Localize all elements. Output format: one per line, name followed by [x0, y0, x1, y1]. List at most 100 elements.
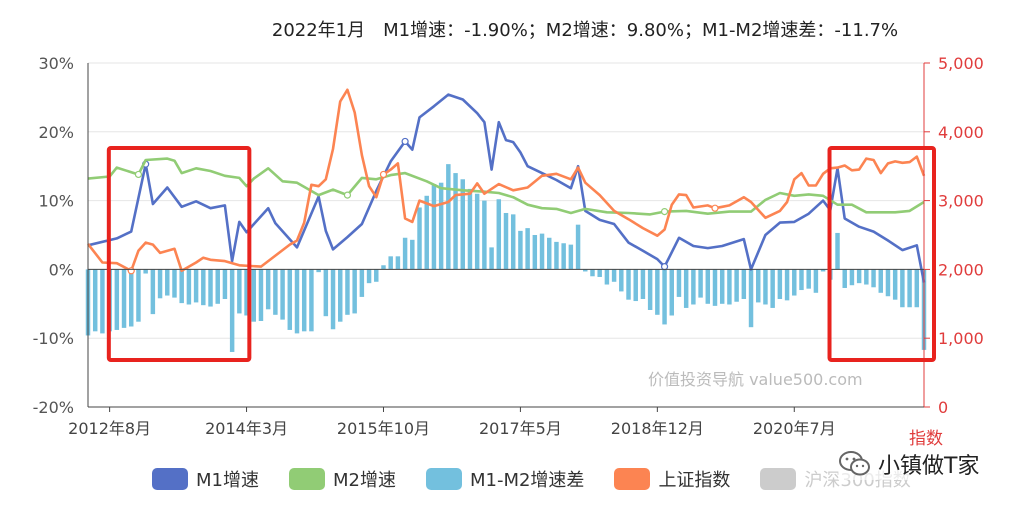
diff-bar	[366, 269, 372, 284]
diff-bar	[885, 269, 891, 297]
x-tick-label: 2018年12月	[611, 419, 704, 438]
diff-bar	[265, 269, 271, 310]
diff-bar	[100, 269, 105, 334]
diff-bar	[496, 199, 502, 270]
diff-bar	[143, 269, 148, 274]
diff-bar	[554, 241, 559, 270]
legend-label: M2增速	[332, 470, 396, 491]
series-point-marker	[660, 263, 669, 271]
diff-bar	[301, 269, 307, 332]
diff-bar	[842, 269, 847, 288]
diff-bar	[734, 269, 739, 302]
diff-bar	[676, 269, 682, 297]
diff-bar	[813, 269, 819, 293]
diff-bar	[208, 269, 213, 307]
diff-bar	[114, 269, 120, 330]
diff-bar	[92, 269, 98, 332]
y-right-tick-label: 2,000	[938, 260, 984, 279]
m1-line	[87, 93, 926, 283]
diff-bar	[691, 269, 696, 305]
diff-bar	[381, 265, 386, 270]
legend-item-m1[interactable]: M1增速	[152, 466, 259, 492]
diff-bar	[316, 269, 321, 273]
highlight-box	[106, 146, 252, 362]
diff-bar	[424, 195, 429, 270]
brand-watermark: 小镇做T家	[838, 448, 980, 480]
diff-bar	[849, 269, 855, 286]
diff-bar	[777, 269, 783, 299]
diff-bar	[482, 200, 487, 270]
legend-swatch-diff	[425, 468, 462, 490]
diff-bar	[669, 269, 674, 316]
diff-bar	[467, 188, 473, 270]
diff-bar	[914, 269, 920, 308]
diff-bar	[201, 269, 206, 306]
diff-bar	[792, 269, 797, 296]
diff-bar	[179, 269, 184, 304]
diff-bar	[193, 269, 199, 303]
x-tick-label: 2017年5月	[479, 419, 562, 438]
legend-item-index[interactable]: 上证指数	[614, 466, 730, 492]
diff-bar	[748, 269, 754, 328]
diff-bar	[784, 269, 790, 301]
diff-bar	[374, 269, 379, 282]
diff-bar	[121, 269, 127, 328]
diff-bar	[539, 233, 545, 270]
legend-item-diff[interactable]: M1-M2增速差	[425, 466, 584, 492]
diff-bar	[799, 269, 804, 291]
diff-bar	[561, 243, 566, 270]
diff-bar	[165, 269, 170, 296]
diff-bar	[410, 239, 415, 270]
series-point-marker	[711, 204, 719, 212]
diff-bar	[157, 269, 163, 299]
diff-bar	[590, 269, 595, 277]
diff-bar	[489, 247, 494, 270]
diff-bars	[85, 164, 927, 352]
y-left-tick-label: 20%	[38, 123, 74, 142]
diff-bar	[294, 269, 300, 334]
diff-bar	[662, 269, 667, 325]
diff-bar	[871, 269, 876, 288]
axes: -20% -10% 0% 10% 20% 30% 0 1,000 2,000 3,000 4,000…	[33, 54, 984, 449]
diff-bar	[431, 184, 437, 270]
legend-label: 上证指数	[658, 470, 731, 491]
diff-bar	[446, 164, 451, 270]
legend-swatch-m2	[288, 468, 325, 490]
diff-bar	[402, 237, 408, 270]
diff-bar	[309, 269, 314, 332]
diff-bar	[345, 269, 350, 315]
diff-bar	[460, 179, 465, 270]
diff-bar	[222, 269, 228, 299]
diff-bar	[611, 269, 617, 282]
diff-bar	[547, 237, 552, 270]
x-tick-label: 2014年3月	[205, 419, 288, 438]
legend-swatch-index	[614, 468, 651, 490]
diff-bar	[892, 269, 898, 300]
legend-item-m2[interactable]: M2增速	[288, 466, 396, 492]
diff-bar	[323, 269, 329, 317]
chart-header: 2022年1月 M1增速：-1.90%；M2增速：9.80%；M1-M2增速差：…	[272, 20, 898, 41]
legend-swatch-m1	[152, 468, 188, 490]
y-right-tick-label: 0	[938, 398, 948, 417]
diff-bar	[878, 269, 883, 293]
y-left-tick-label: -10%	[33, 329, 74, 348]
diff-bar	[215, 269, 220, 304]
diff-bar	[438, 182, 444, 270]
diff-bar	[763, 269, 768, 305]
diff-bar	[719, 269, 725, 304]
legend-label: M1增速	[196, 470, 259, 491]
diff-bar	[273, 269, 278, 315]
diff-bar	[417, 207, 422, 270]
chart-legend: M1增速 M2增速 M1-M2增速差 上证指数 沪深300指数	[152, 466, 941, 492]
diff-bar	[186, 269, 192, 305]
y-right-tick-label: 3,000	[938, 192, 984, 211]
diff-bar	[503, 212, 509, 270]
diff-bar	[619, 269, 624, 292]
diff-bar	[150, 269, 156, 315]
series-point-marker	[343, 191, 352, 199]
diff-bar	[136, 269, 141, 322]
diff-bar	[647, 269, 653, 310]
series-point-marker	[660, 208, 669, 216]
diff-bar	[532, 235, 538, 270]
diff-bar	[359, 269, 365, 297]
